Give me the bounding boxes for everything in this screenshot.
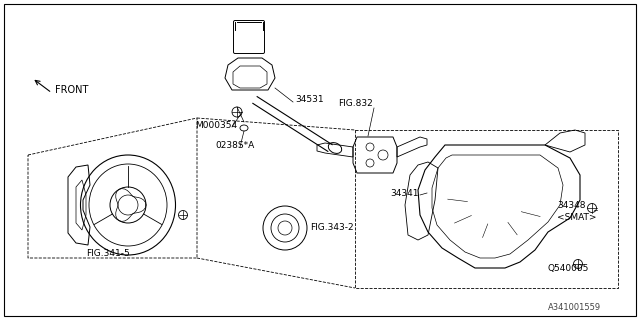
- Text: <SMAT>: <SMAT>: [557, 213, 596, 222]
- Text: A341001559: A341001559: [548, 303, 601, 313]
- Text: FRONT: FRONT: [55, 85, 88, 95]
- Text: Q540005: Q540005: [548, 263, 589, 273]
- Text: FIG.341-5: FIG.341-5: [86, 249, 130, 258]
- Text: FIG.343-2: FIG.343-2: [310, 223, 354, 233]
- Text: 34348: 34348: [557, 201, 586, 210]
- Text: 34341: 34341: [390, 188, 419, 197]
- Text: FIG.832: FIG.832: [338, 99, 372, 108]
- Text: 34531: 34531: [295, 95, 324, 105]
- Text: M000354: M000354: [195, 121, 237, 130]
- Text: 0238S*A: 0238S*A: [215, 140, 254, 149]
